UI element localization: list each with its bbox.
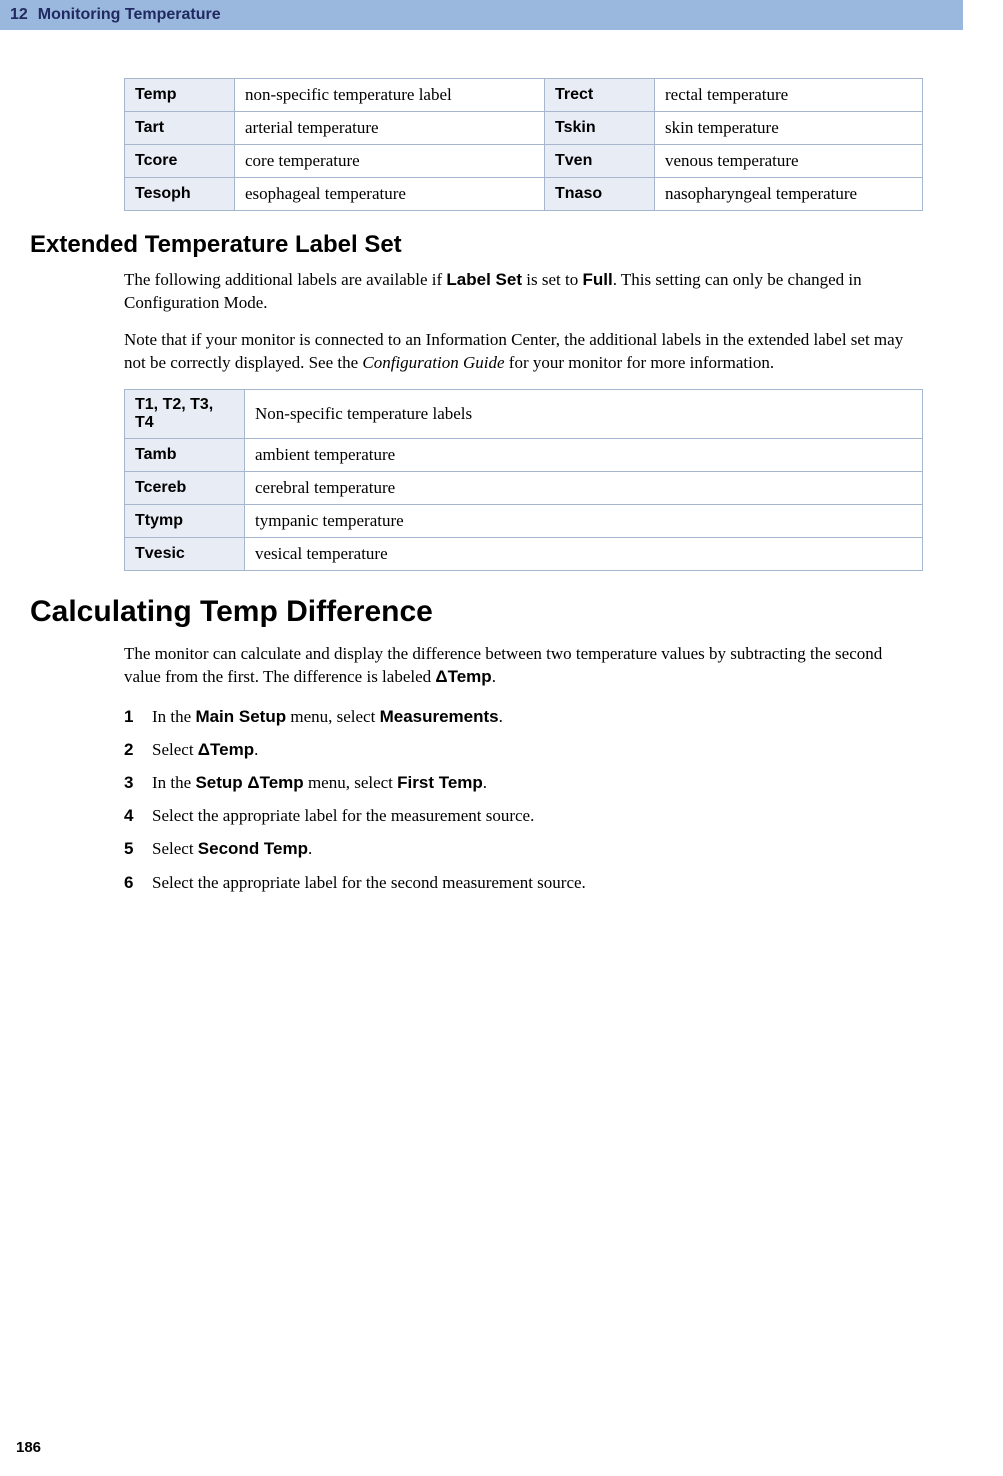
body-paragraph: The following additional labels are avai… xyxy=(124,269,923,315)
table-cell: Tart xyxy=(125,112,235,145)
body-paragraph: Note that if your monitor is connected t… xyxy=(124,329,923,375)
table-cell: cerebral temperature xyxy=(245,471,923,504)
table-cell: nasopharyngeal temperature xyxy=(655,178,923,211)
table-cell: Tven xyxy=(545,145,655,178)
content: Temp non-specific temperature label Trec… xyxy=(0,78,963,896)
table-cell: Tskin xyxy=(545,112,655,145)
basic-label-table: Temp non-specific temperature label Trec… xyxy=(124,78,923,211)
text: . xyxy=(492,667,496,686)
table-cell: Tesoph xyxy=(125,178,235,211)
steps-list: In the Main Setup menu, select Measureme… xyxy=(124,703,923,896)
text-bold: Measurements xyxy=(380,707,499,726)
step-item: In the Main Setup menu, select Measureme… xyxy=(124,703,923,730)
table-cell: vesical temperature xyxy=(245,537,923,570)
calc-temp-diff-heading: Calculating Temp Difference xyxy=(30,595,933,629)
text-bold: ΔTemp xyxy=(198,740,254,759)
text: . xyxy=(483,773,487,792)
text: Select the appropriate label for the sec… xyxy=(152,869,586,896)
table-cell: Non-specific temperature labels xyxy=(245,389,923,438)
text: In the xyxy=(152,773,195,792)
table-cell: esophageal temperature xyxy=(235,178,545,211)
table-cell: Tnaso xyxy=(545,178,655,211)
text-italic: Configuration Guide xyxy=(362,353,504,372)
text-bold: Main Setup xyxy=(195,707,286,726)
text: . xyxy=(254,740,258,759)
text: menu, select xyxy=(304,773,397,792)
text: . xyxy=(308,839,312,858)
table-cell: ambient temperature xyxy=(245,438,923,471)
table-cell: Ttymp xyxy=(125,504,245,537)
text: Select xyxy=(152,740,198,759)
text: T1, T2, T3, T4 xyxy=(135,396,213,431)
table-cell: Tcereb xyxy=(125,471,245,504)
page-number: 186 xyxy=(16,1439,41,1456)
step-item: Select the appropriate label for the mea… xyxy=(124,802,923,829)
table-cell: T1, T2, T3, T4 xyxy=(125,389,245,438)
table-cell: rectal temperature xyxy=(655,79,923,112)
text-bold: Full xyxy=(582,270,612,289)
extended-label-table: T1, T2, T3, T4 Non-specific temperature … xyxy=(124,389,923,571)
text-bold: Setup ΔTemp xyxy=(195,773,303,792)
text: The monitor can calculate and display th… xyxy=(124,644,882,686)
step-item: In the Setup ΔTemp menu, select First Te… xyxy=(124,769,923,796)
text: The following additional labels are avai… xyxy=(124,270,446,289)
table-cell: skin temperature xyxy=(655,112,923,145)
table-cell: core temperature xyxy=(235,145,545,178)
table-cell: Trect xyxy=(545,79,655,112)
text: for your monitor for more information. xyxy=(505,353,775,372)
body-paragraph: The monitor can calculate and display th… xyxy=(124,643,923,689)
table-cell: venous temperature xyxy=(655,145,923,178)
text: . xyxy=(499,707,503,726)
text-bold: ΔTemp xyxy=(435,667,491,686)
step-item: Select Second Temp. xyxy=(124,835,923,862)
text: In the xyxy=(152,707,195,726)
table-cell: arterial temperature xyxy=(235,112,545,145)
step-item: Select ΔTemp. xyxy=(124,736,923,763)
text: menu, select xyxy=(286,707,379,726)
chapter-title: Monitoring Temperature xyxy=(38,6,221,24)
text-bold: First Temp xyxy=(397,773,483,792)
text-bold: Label Set xyxy=(446,270,522,289)
step-item: Select the appropriate label for the sec… xyxy=(124,869,923,896)
chapter-header: 12 Monitoring Temperature xyxy=(0,0,963,30)
table-cell: Tcore xyxy=(125,145,235,178)
text: Select xyxy=(152,839,198,858)
extended-label-set-heading: Extended Temperature Label Set xyxy=(30,231,933,259)
table-cell: Tamb xyxy=(125,438,245,471)
table-cell: non-specific temperature label xyxy=(235,79,545,112)
table-cell: Tvesic xyxy=(125,537,245,570)
text-bold: Second Temp xyxy=(198,839,308,858)
text: Select the appropriate label for the mea… xyxy=(152,802,534,829)
text: is set to xyxy=(522,270,582,289)
page: 12 Monitoring Temperature Temp non-speci… xyxy=(0,0,1003,1476)
chapter-number: 12 xyxy=(10,6,28,24)
table-cell: Temp xyxy=(125,79,235,112)
table-cell: tympanic temperature xyxy=(245,504,923,537)
